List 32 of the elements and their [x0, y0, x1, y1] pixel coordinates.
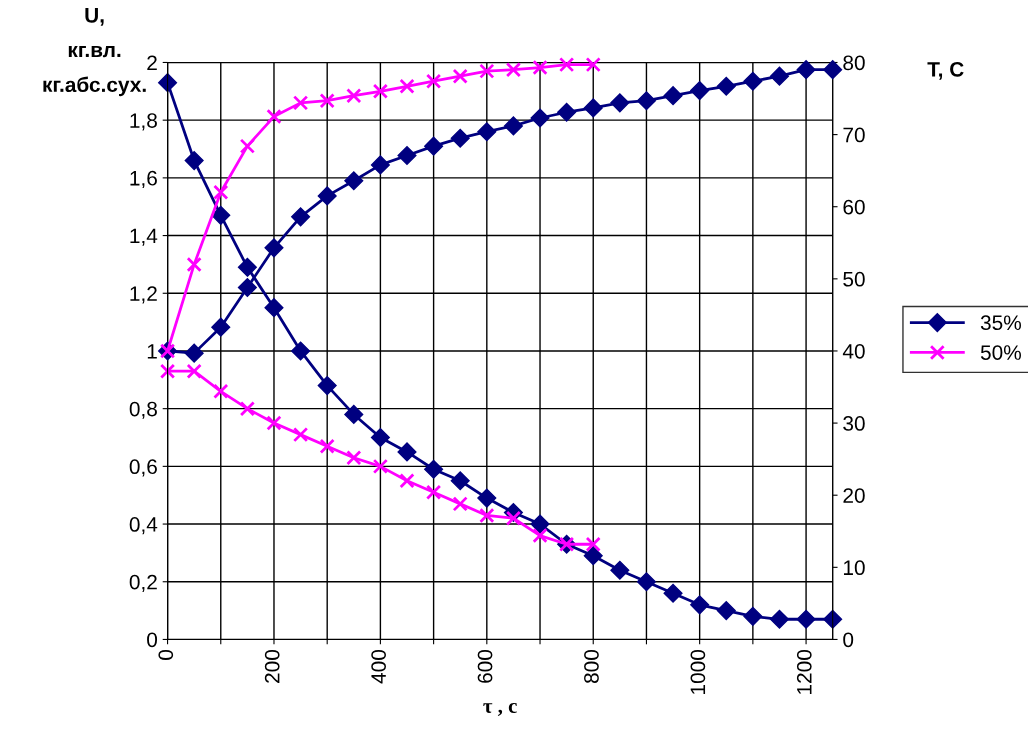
y2-axis-title: T, C — [927, 61, 964, 80]
y-tick-label: 1,8 — [130, 113, 157, 131]
y2-tick-label: 40 — [842, 343, 865, 359]
y-axis-title: U, кг.вл. кг.абс.сух. — [43, 8, 146, 97]
x-tick-label: 0 — [158, 649, 174, 660]
y-tick-label: 0 — [147, 632, 158, 648]
y2-tick-label: 70 — [843, 127, 865, 143]
y2-tick-label: 80 — [843, 55, 865, 71]
y2-tick-label: 0 — [843, 632, 854, 648]
x-tick-label: 1000 — [690, 649, 706, 694]
y2-tick-label: 60 — [843, 199, 865, 215]
y-tick-label: 0,8 — [129, 401, 157, 419]
x-tick-label: 800 — [584, 649, 599, 684]
y-tick-label: 2 — [147, 55, 157, 71]
x-tick-label: 600 — [477, 649, 493, 683]
y-tick-label: 1,4 — [130, 228, 158, 246]
y-tick-label: 0,2 — [129, 574, 157, 592]
y-tick-label: 0,6 — [129, 459, 157, 477]
x-axis-title: τ , с — [483, 702, 517, 716]
y-tick-label: 0,4 — [129, 517, 158, 535]
x-tick-label: 200 — [264, 649, 280, 683]
y2-tick-label: 20 — [843, 488, 865, 503]
y2-tick-label: 30 — [843, 416, 865, 431]
y2-tick-label: 50 — [843, 271, 865, 287]
legend-label: 50% — [980, 345, 1021, 360]
legend-label: 35% — [980, 315, 1021, 331]
y-tick-label: 1,6 — [130, 170, 157, 189]
y-tick-label: 1,2 — [130, 286, 157, 304]
y2-tick-label: 10 — [843, 560, 865, 576]
y-tick-label: 1 — [147, 344, 157, 359]
x-tick-label: 400 — [371, 649, 386, 684]
x-tick-label: 1200 — [796, 649, 812, 694]
